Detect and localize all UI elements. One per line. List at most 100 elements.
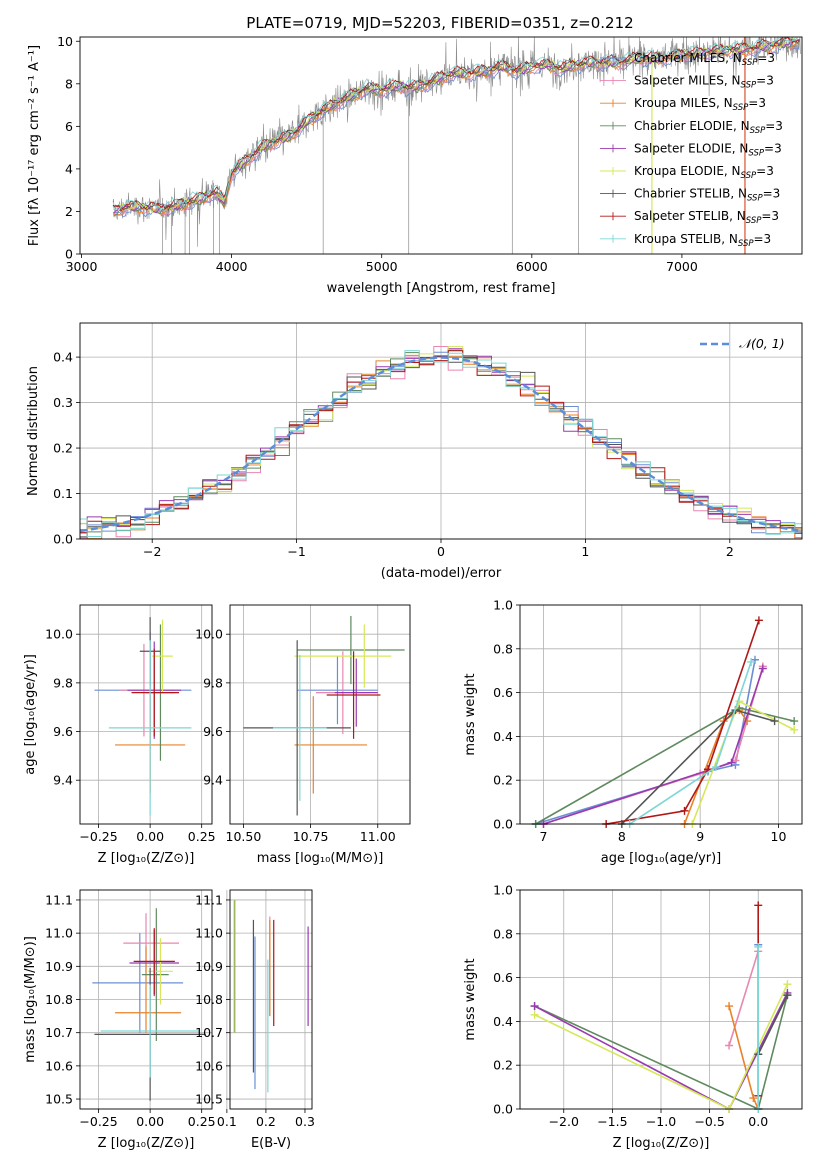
legend-entry-subscript: SSP bbox=[741, 81, 757, 91]
legend-entry-subscript: SSP bbox=[748, 148, 764, 158]
x-tick-label: 9 bbox=[696, 829, 704, 844]
x-tick-label: 0.00 bbox=[136, 1114, 164, 1129]
legend-entry-suffix: =3 bbox=[764, 141, 782, 155]
plot-area-age-vs-Z bbox=[94, 617, 192, 816]
legend-entry: Salpeter ELODIE, NSSP=3 bbox=[634, 141, 782, 158]
x-axis-label: Z [log₁₀(Z/Z⊙)] bbox=[98, 851, 195, 866]
figure-title: PLATE=0719, MJD=52203, FIBERID=0351, z=0… bbox=[246, 14, 633, 32]
panel-mass-vs-ebv: 0.1 0.2 0.3 10.5 10.6 10.7 10.8 10.9 11.0 11.1 E(B… bbox=[195, 889, 315, 1151]
y-tick-label: 11.0 bbox=[45, 926, 73, 941]
x-tick-label: 10.75 bbox=[293, 829, 329, 844]
legend-entry-suffix: =3 bbox=[763, 187, 781, 201]
weight-marker bbox=[770, 717, 779, 726]
axes-frame bbox=[79, 36, 803, 255]
plot-area-spectrum bbox=[112, 37, 801, 254]
y-tick-label: 10.9 bbox=[195, 959, 223, 974]
x-tick-label: −2.0 bbox=[549, 1114, 579, 1129]
axes-frame bbox=[79, 889, 213, 1110]
x-axis-label: Z [log₁₀(Z/Z⊙)] bbox=[613, 1136, 710, 1151]
x-tick-label: −0.25 bbox=[79, 1114, 117, 1129]
y-tick-label: 9.8 bbox=[53, 675, 73, 690]
weight-marker bbox=[725, 1041, 734, 1050]
legend-entry: 𝒩(0, 1) bbox=[739, 336, 785, 351]
residual-histogram bbox=[80, 355, 802, 538]
x-tick-label: −1.5 bbox=[597, 1114, 627, 1129]
weight-line bbox=[728, 951, 759, 1046]
x-tick-label: 6000 bbox=[516, 259, 548, 274]
y-tick-label: 10.6 bbox=[45, 1058, 73, 1073]
x-tick-label: 11.00 bbox=[360, 829, 396, 844]
y-tick-label: 0.6 bbox=[493, 970, 513, 985]
legend-entry-subscript: SSP bbox=[746, 216, 762, 226]
y-tick-label: 11.1 bbox=[45, 892, 73, 907]
x-tick-label: 5000 bbox=[366, 259, 398, 274]
legend-entry: Chabrier MILES, NSSP=3 bbox=[634, 51, 775, 68]
panel-age-vs-mass: 10.50 10.75 11.00 9.4 9.6 9.8 10.0 mass [log₁₀(… bbox=[195, 604, 411, 866]
panel-residuals: −2 −1 0 1 2 0.0 0.1 0.2 0.3 0.4 (data-model)/error… bbox=[26, 322, 803, 581]
legend-entry-subscript: SSP bbox=[741, 171, 757, 181]
x-tick-label: 0.25 bbox=[188, 1114, 216, 1129]
legend-entry-subscript: SSP bbox=[750, 126, 766, 136]
y-tick-label: 10.8 bbox=[45, 992, 73, 1007]
plot-area-mass-vs-Z bbox=[92, 908, 206, 1101]
y-tick-label: 0.4 bbox=[493, 729, 513, 744]
legend-entry-text: Salpeter ELODIE, N bbox=[634, 141, 748, 155]
plot-area-mass-vs-ebv bbox=[233, 899, 309, 1093]
x-tick-label: 7000 bbox=[666, 259, 698, 274]
y-tick-label: 10 bbox=[57, 34, 73, 49]
legend-entry-text: Kroupa MILES, N bbox=[634, 96, 733, 110]
weight-marker bbox=[711, 763, 720, 772]
legend-entry-subscript: SSP bbox=[733, 103, 749, 113]
y-tick-label: 0.0 bbox=[493, 817, 513, 832]
legend-entry: Kroupa ELODIE, NSSP=3 bbox=[634, 164, 774, 181]
y-tick-label: 0.2 bbox=[493, 1058, 513, 1073]
y-tick-label: 0.1 bbox=[53, 486, 73, 501]
weight-marker bbox=[790, 725, 799, 734]
x-tick-label: −1 bbox=[287, 544, 305, 559]
weight-marker bbox=[680, 806, 689, 815]
legend-entry: Salpeter MILES, NSSP=3 bbox=[634, 74, 774, 91]
panel-weight-vs-Z: −2.0 −1.5 −1.0 −0.5 0.0 0.0 0.2 0.4 0.6 0.8 1.0 Z [… bbox=[463, 883, 803, 1151]
panel-weight-vs-age: 7 8 9 10 0.0 0.2 0.4 0.6 0.8 1.0 age [log₁₀(age/yr… bbox=[463, 598, 803, 866]
panel-mass-vs-Z: −0.25 0.00 0.25 10.5 10.6 10.7 10.8 10.9 11.0 11.… bbox=[23, 889, 216, 1151]
y-tick-label: 1.0 bbox=[493, 598, 513, 613]
y-tick-label: 0 bbox=[65, 247, 73, 262]
legend-entry: Salpeter STELIB, NSSP=3 bbox=[634, 209, 779, 226]
axes-frame bbox=[519, 604, 803, 825]
x-tick-label: 7 bbox=[540, 829, 548, 844]
weight-line bbox=[606, 620, 760, 825]
weight-marker bbox=[530, 1010, 539, 1019]
legend-entry-text: Chabrier MILES, N bbox=[634, 51, 742, 65]
y-tick-label: 2 bbox=[65, 204, 73, 219]
y-tick-label: 10.9 bbox=[45, 959, 73, 974]
x-tick-label: 4000 bbox=[216, 259, 248, 274]
y-tick-label: 10.5 bbox=[45, 1092, 73, 1107]
weight-marker bbox=[747, 657, 756, 666]
x-tick-label: −2 bbox=[143, 544, 161, 559]
legend-entry-subscript: SSP bbox=[738, 239, 754, 249]
legend-entry-suffix: =3 bbox=[765, 119, 783, 133]
weight-marker bbox=[754, 942, 763, 951]
weight-marker bbox=[783, 980, 792, 989]
plot-area-weight-vs-age bbox=[531, 616, 799, 828]
y-tick-label: 0.4 bbox=[493, 1014, 513, 1029]
normal-distribution-curve bbox=[80, 356, 802, 533]
weight-marker bbox=[727, 758, 736, 767]
legend-entry-text: Chabrier STELIB, N bbox=[634, 187, 747, 201]
y-tick-label: 0.8 bbox=[493, 926, 513, 941]
x-tick-label: 10 bbox=[771, 829, 787, 844]
axes-frame bbox=[229, 604, 411, 825]
model-fit-line bbox=[112, 40, 800, 216]
legend-entry-text: Salpeter STELIB, N bbox=[634, 209, 746, 223]
weight-marker bbox=[754, 616, 763, 625]
weight-marker bbox=[790, 717, 799, 726]
x-tick-label: 0.3 bbox=[295, 1114, 315, 1129]
y-axis-label: Flux [fλ 10⁻¹⁷ erg cm⁻² s⁻¹ A⁻¹] bbox=[27, 45, 42, 246]
x-axis-label: (data-model)/error bbox=[381, 566, 502, 581]
legend-entry-text: Kroupa ELODIE, N bbox=[634, 164, 741, 178]
weight-line bbox=[757, 994, 789, 1055]
y-tick-label: 9.4 bbox=[53, 773, 73, 788]
plot-area-residuals bbox=[80, 346, 802, 539]
legend-entry-subscript: SSP bbox=[747, 194, 763, 204]
